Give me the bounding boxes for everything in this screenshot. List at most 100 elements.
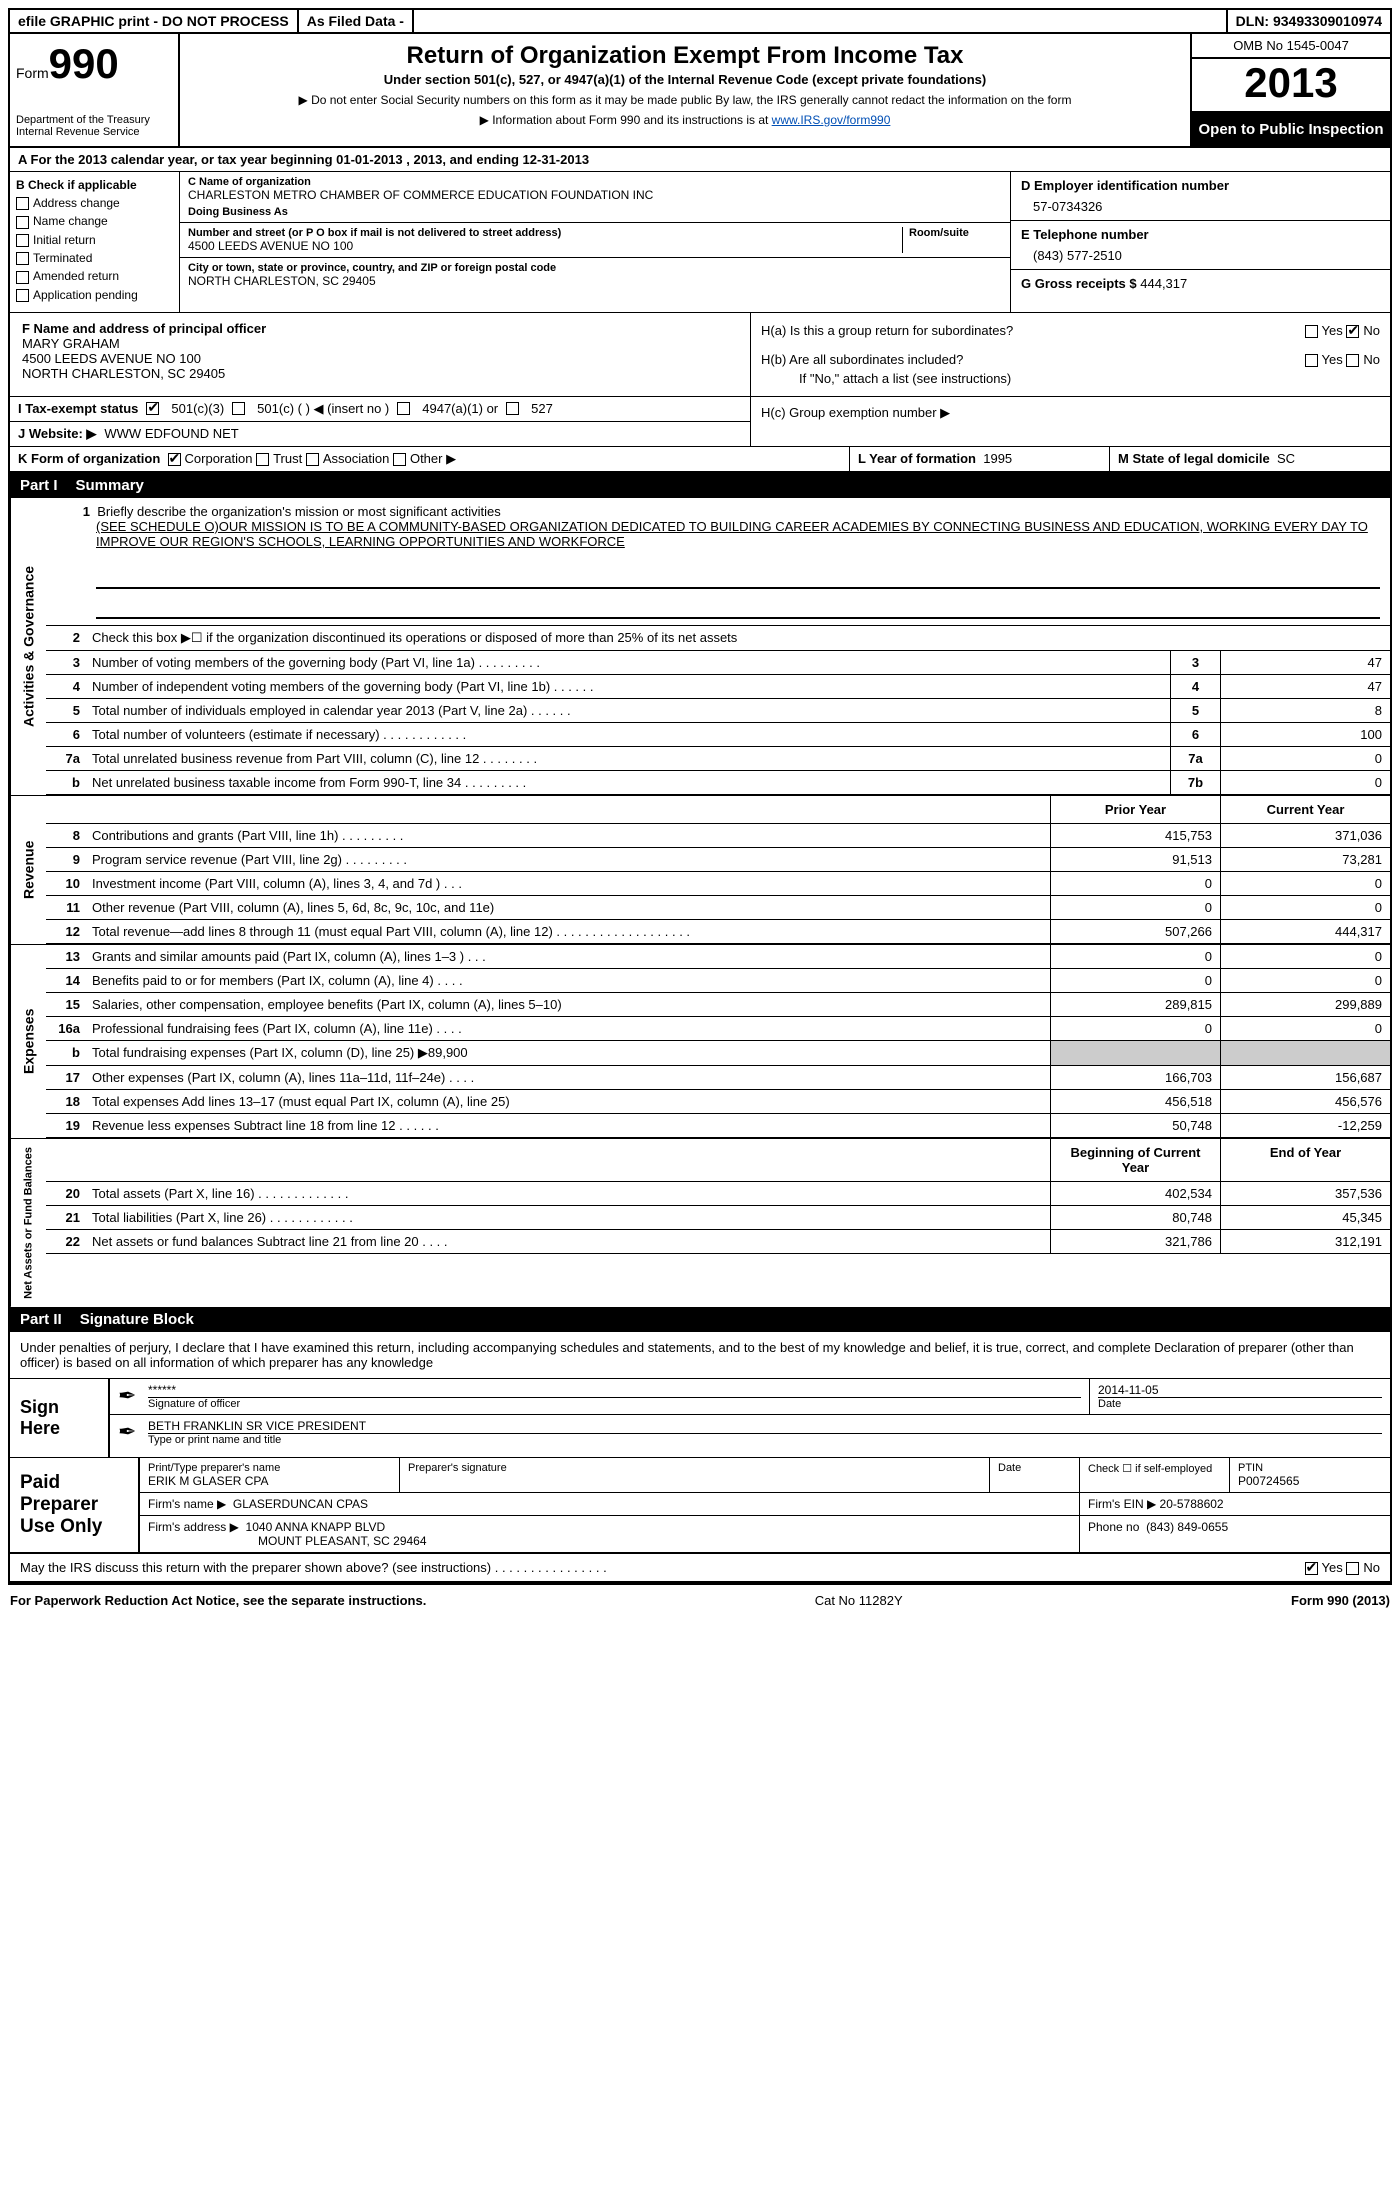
nab-col-header: Beginning of Current Year End of Year [46, 1139, 1390, 1182]
summary-line: 19Revenue less expenses Subtract line 18… [46, 1114, 1390, 1138]
activities-governance: Activities & Governance 1 Briefly descri… [10, 498, 1390, 795]
dept-treasury: Department of the Treasury [16, 114, 172, 126]
hb-note: If "No," attach a list (see instructions… [761, 371, 1380, 386]
cb-terminated[interactable]: Terminated [16, 251, 173, 265]
cb-name-change[interactable]: Name change [16, 214, 173, 228]
klm-row: K Form of organization Corporation Trust… [10, 447, 1390, 473]
form-header: Form990 Department of the Treasury Inter… [10, 34, 1390, 148]
cb-assoc[interactable] [306, 453, 319, 466]
summary-line: 18Total expenses Add lines 13–17 (must e… [46, 1090, 1390, 1114]
firm-addr1: 1040 ANNA KNAPP BLVD [246, 1520, 386, 1534]
top-bar: efile GRAPHIC print - DO NOT PROCESS As … [10, 10, 1390, 34]
open-to-public: Open to Public Inspection [1192, 113, 1390, 146]
ssn-note: ▶ Do not enter Social Security numbers o… [192, 93, 1178, 107]
cb-527[interactable] [506, 402, 519, 415]
line-m: M State of legal domicile SC [1110, 447, 1390, 471]
ij-row: I Tax-exempt status 501(c)(3) 501(c) ( )… [10, 397, 1390, 447]
gross-receipts: 444,317 [1140, 276, 1187, 291]
box-g: G Gross receipts $ 444,317 [1011, 270, 1390, 297]
box-h: H(a) Is this a group return for subordin… [750, 313, 1390, 396]
column-c: C Name of organization CHARLESTON METRO … [180, 172, 1010, 312]
summary-line: 17Other expenses (Part IX, column (A), l… [46, 1066, 1390, 1090]
summary-line: 4Number of independent voting members of… [46, 675, 1390, 699]
sign-here-row: Sign Here ✒ ****** Signature of officer … [10, 1379, 1390, 1458]
paid-preparer-label: Paid Preparer Use Only [10, 1458, 140, 1552]
header-right: OMB No 1545-0047 2013 Open to Public Ins… [1190, 34, 1390, 146]
form-990-container: efile GRAPHIC print - DO NOT PROCESS As … [8, 8, 1392, 1585]
cb-501c[interactable] [232, 402, 245, 415]
summary-line: 20Total assets (Part X, line 16) . . . .… [46, 1182, 1390, 1206]
officer-print-name: BETH FRANKLIN SR VICE PRESIDENT [148, 1419, 1382, 1433]
omb-number: OMB No 1545-0047 [1192, 34, 1390, 59]
mission-block: 1 Briefly describe the organization's mi… [46, 498, 1390, 626]
box-f: F Name and address of principal officer … [10, 313, 750, 396]
header-center: Return of Organization Exempt From Incom… [180, 34, 1190, 146]
discuss-yes[interactable] [1305, 1562, 1318, 1575]
cb-pending[interactable]: Application pending [16, 288, 173, 302]
cb-other[interactable] [393, 453, 406, 466]
summary-line: 10Investment income (Part VIII, column (… [46, 872, 1390, 896]
form-ref: Form 990 (2013) [1291, 1593, 1390, 1608]
line-k: K Form of organization Corporation Trust… [10, 447, 850, 471]
part1-header: Part I Summary [10, 473, 1390, 498]
street-address: 4500 LEEDS AVENUE NO 100 [188, 239, 902, 253]
b-label: B Check if applicable [16, 178, 173, 192]
summary-line: 9Program service revenue (Part VIII, lin… [46, 848, 1390, 872]
cb-amended[interactable]: Amended return [16, 269, 173, 283]
side-netassets: Net Assets or Fund Balances [10, 1139, 46, 1307]
blank-line [96, 597, 1380, 619]
form-subtitle: Under section 501(c), 527, or 4947(a)(1)… [192, 72, 1178, 87]
summary-line: 11Other revenue (Part VIII, column (A), … [46, 896, 1390, 920]
cat-no: Cat No 11282Y [815, 1593, 903, 1608]
summary-line: 3Number of voting members of the governi… [46, 651, 1390, 675]
org-name-box: C Name of organization CHARLESTON METRO … [180, 172, 1010, 223]
perjury-statement: Under penalties of perjury, I declare th… [10, 1332, 1390, 1379]
sign-here-label: Sign Here [10, 1379, 110, 1457]
footer: For Paperwork Reduction Act Notice, see … [8, 1585, 1392, 1608]
info-note: ▶ Information about Form 990 and its ins… [192, 113, 1178, 127]
cb-4947[interactable] [397, 402, 410, 415]
part2-header: Part II Signature Block [10, 1307, 1390, 1332]
summary-line: 21Total liabilities (Part X, line 26) . … [46, 1206, 1390, 1230]
bc-grid: B Check if applicable Address change Nam… [10, 172, 1390, 313]
summary-line: 5Total number of individuals employed in… [46, 699, 1390, 723]
column-defg: D Employer identification number 57-0734… [1010, 172, 1390, 312]
street-box: Number and street (or P O box if mail is… [180, 223, 1010, 258]
side-revenue: Revenue [10, 796, 46, 944]
irs-link[interactable]: www.IRS.gov/form990 [772, 113, 891, 127]
summary-line: 7aTotal unrelated business revenue from … [46, 747, 1390, 771]
discuss-row: May the IRS discuss this return with the… [10, 1554, 1390, 1583]
line-hc: H(c) Group exemption number ▶ [761, 405, 1380, 421]
irs-label: Internal Revenue Service [16, 126, 172, 138]
cb-initial-return[interactable]: Initial return [16, 233, 173, 247]
summary-line: 15Salaries, other compensation, employee… [46, 993, 1390, 1017]
top-spacer [414, 10, 1228, 32]
line-l: L Year of formation 1995 [850, 447, 1110, 471]
summary-line: 22Net assets or fund balances Subtract l… [46, 1230, 1390, 1254]
org-name: CHARLESTON METRO CHAMBER OF COMMERCE EDU… [188, 188, 1002, 202]
mission-text: (SEE SCHEDULE O)OUR MISSION IS TO BE A C… [96, 519, 1380, 559]
section-a: A For the 2013 calendar year, or tax yea… [10, 148, 1390, 172]
officer-addr2: NORTH CHARLESTON, SC 29405 [22, 366, 738, 381]
sig-redacted: ****** [148, 1383, 1081, 1397]
header-left: Form990 Department of the Treasury Inter… [10, 34, 180, 146]
line-i: I Tax-exempt status 501(c)(3) 501(c) ( )… [10, 397, 750, 422]
side-activities: Activities & Governance [10, 498, 46, 795]
paperwork-notice: For Paperwork Reduction Act Notice, see … [10, 1593, 426, 1608]
revenue-section: Revenue Prior Year Current Year 8Contrib… [10, 795, 1390, 944]
summary-line: bNet unrelated business taxable income f… [46, 771, 1390, 795]
rev-col-header: Prior Year Current Year [46, 796, 1390, 824]
form-title: Return of Organization Exempt From Incom… [192, 42, 1178, 70]
column-b: B Check if applicable Address change Nam… [10, 172, 180, 312]
cb-trust[interactable] [256, 453, 269, 466]
website-value: WWW EDFOUND NET [104, 426, 238, 441]
discuss-no[interactable] [1346, 1562, 1359, 1575]
line-2: 2 Check this box ▶☐ if the organization … [46, 626, 1390, 651]
city-box: City or town, state or province, country… [180, 258, 1010, 292]
cb-address-change[interactable]: Address change [16, 196, 173, 210]
cb-501c3[interactable] [146, 402, 159, 415]
as-filed: As Filed Data - [299, 10, 414, 32]
ptin: P00724565 [1238, 1474, 1382, 1488]
cb-corp[interactable] [168, 453, 181, 466]
box-e: E Telephone number (843) 577-2510 [1011, 221, 1390, 270]
